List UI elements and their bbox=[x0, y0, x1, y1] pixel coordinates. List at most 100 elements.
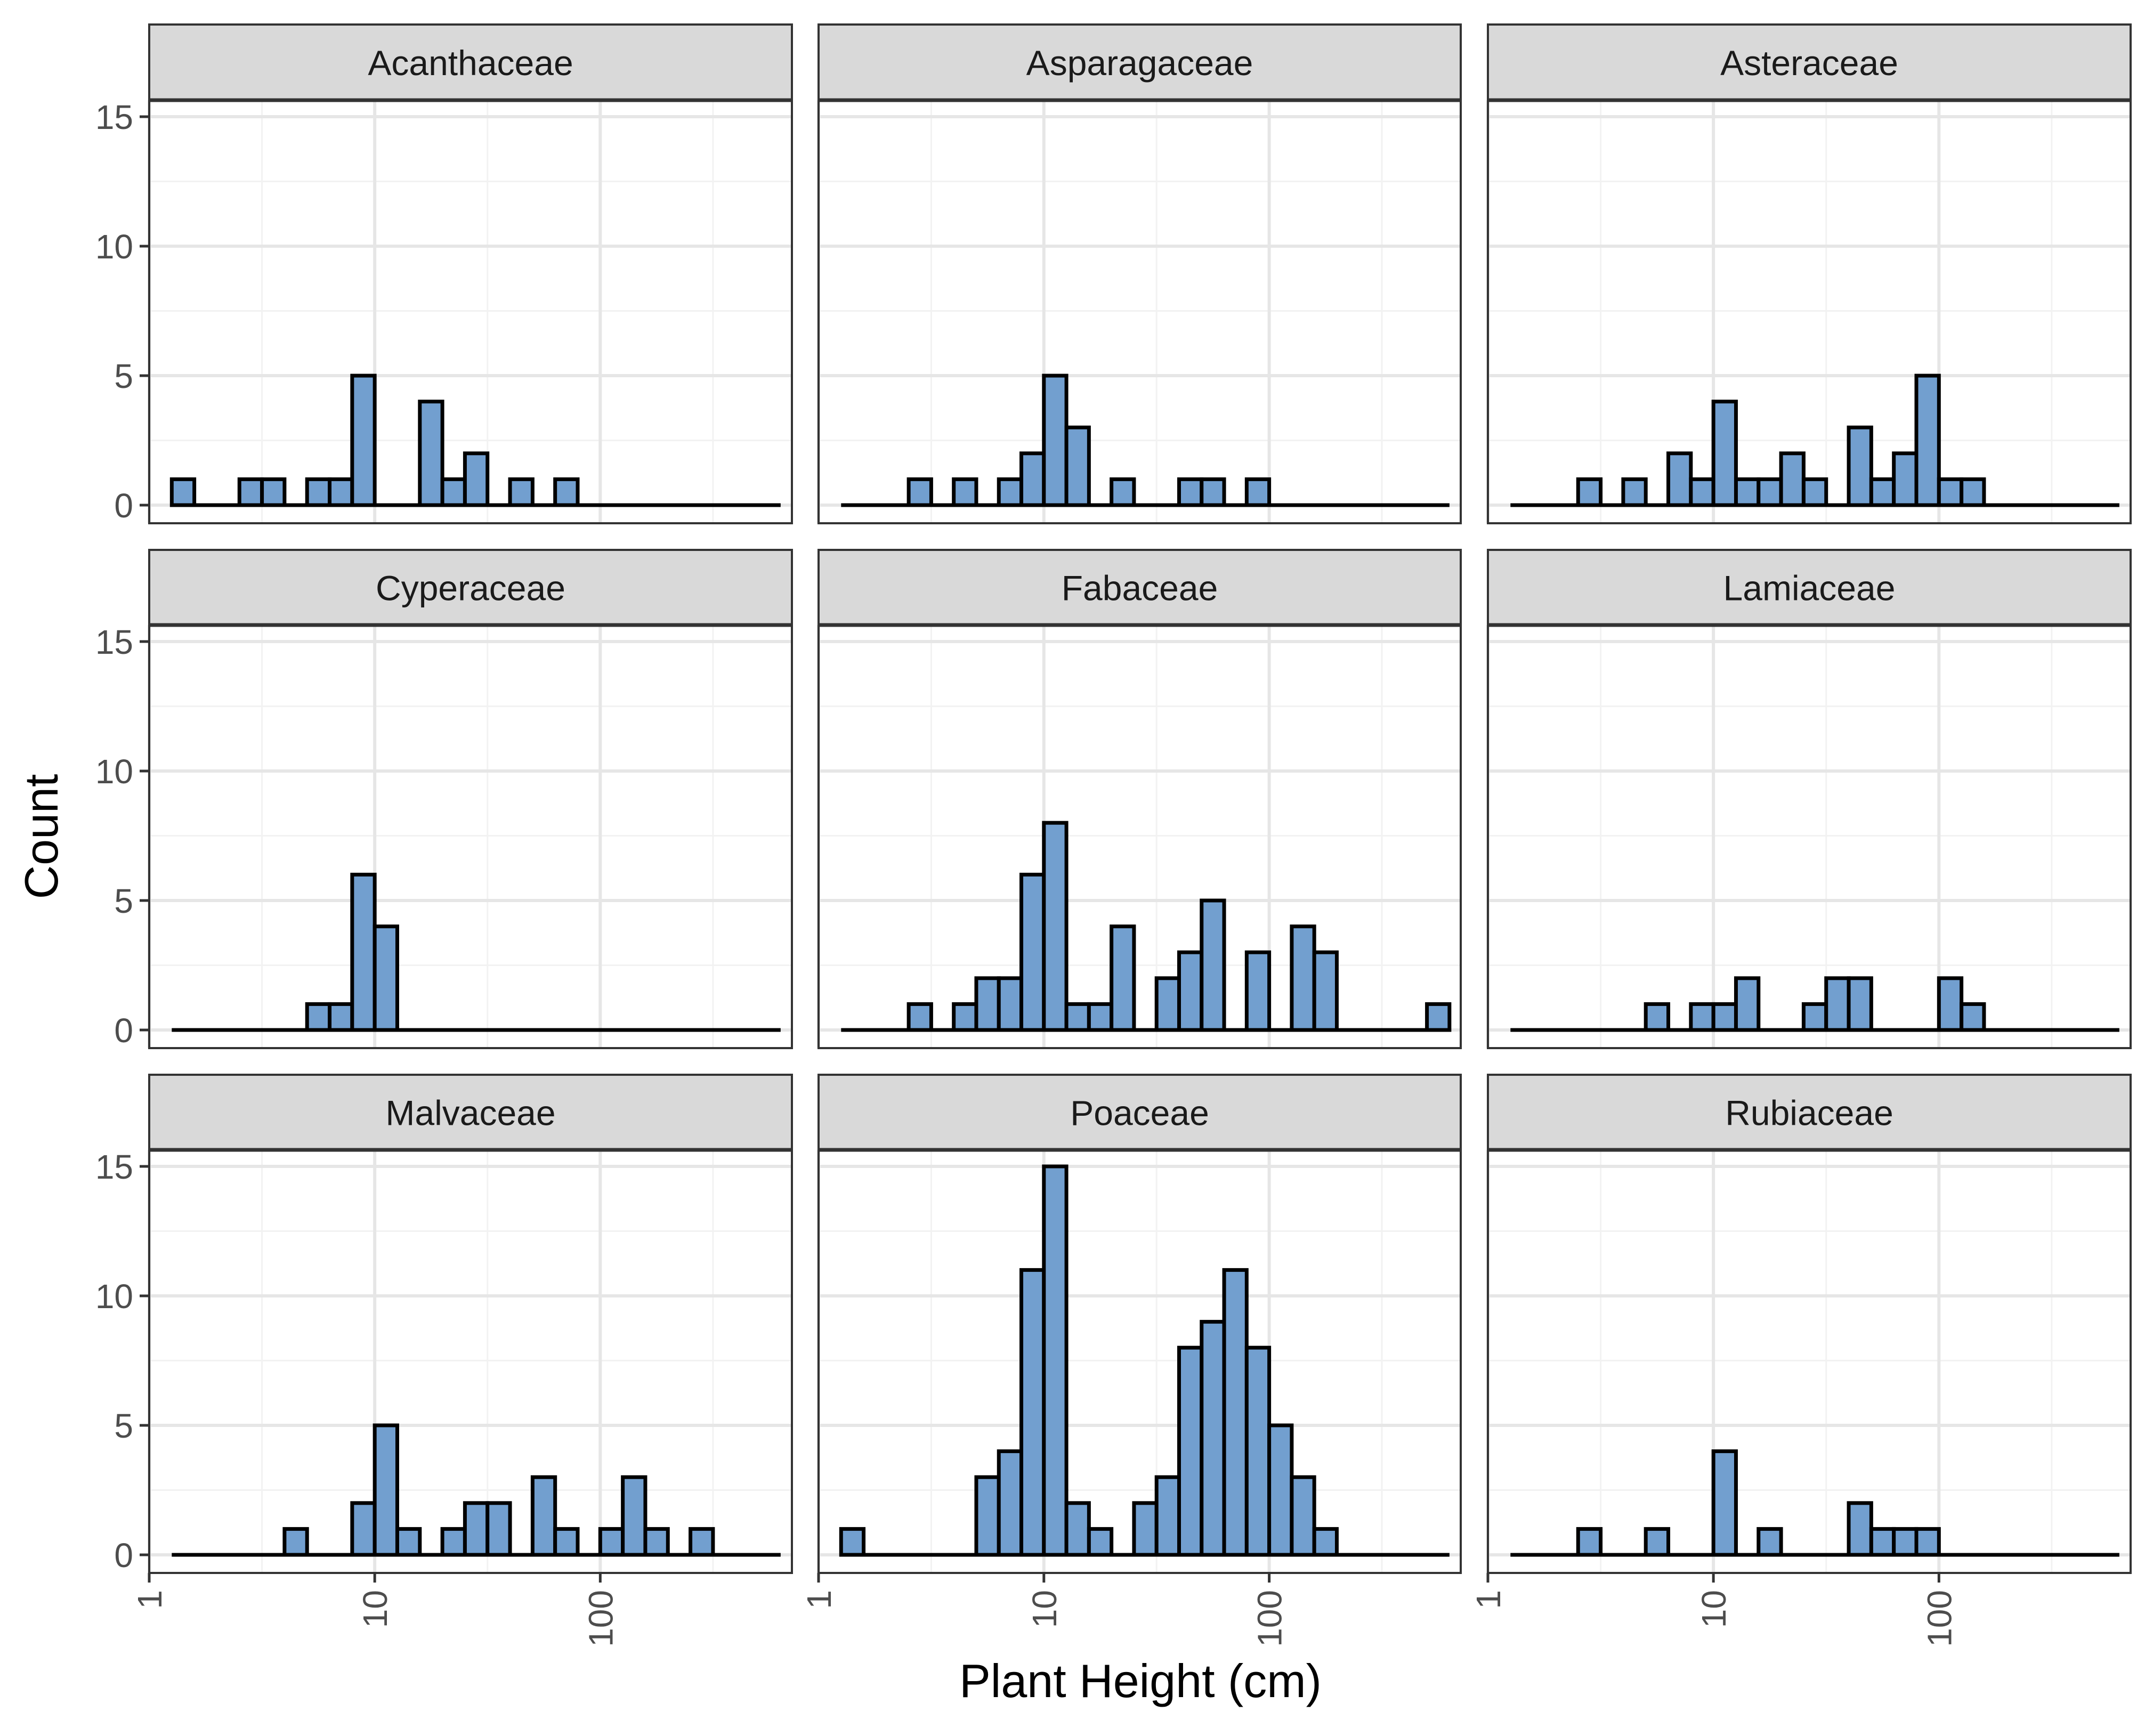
histogram-bar bbox=[1110, 924, 1136, 1032]
histogram-bar bbox=[974, 1475, 1001, 1557]
histogram-bar bbox=[1200, 1320, 1226, 1557]
histogram-bar bbox=[621, 1475, 647, 1557]
y-tick-label: 10 bbox=[95, 228, 133, 266]
histogram-bar bbox=[997, 976, 1024, 1032]
x-tick-label: 100 bbox=[1920, 1590, 1958, 1647]
x-axis-title: Plant Height (cm) bbox=[959, 1654, 1322, 1707]
histogram-bar bbox=[305, 1002, 332, 1032]
histogram-bar bbox=[598, 1527, 625, 1557]
histogram-bar bbox=[1425, 1002, 1452, 1032]
facet-panel: Lamiaceae bbox=[1486, 549, 2132, 1049]
histogram-bar bbox=[1042, 374, 1069, 507]
y-tick-label: 5 bbox=[114, 882, 133, 920]
histogram-bar bbox=[1621, 477, 1648, 507]
histogram-bar bbox=[395, 1527, 422, 1557]
histogram-bar bbox=[1644, 1002, 1671, 1032]
histogram-bar bbox=[1312, 950, 1339, 1032]
facet-strip-label: Cyperaceae bbox=[376, 569, 565, 608]
histogram-bar bbox=[1244, 1345, 1272, 1557]
histogram-bar bbox=[1064, 425, 1091, 507]
y-tick-label: 0 bbox=[114, 486, 133, 525]
histogram-bar bbox=[463, 1501, 490, 1557]
histogram-bar bbox=[1042, 1164, 1069, 1557]
y-tick-label: 5 bbox=[114, 1407, 133, 1445]
histogram-bar bbox=[1757, 477, 1783, 507]
histogram-bar bbox=[418, 400, 444, 507]
histogram-bar bbox=[1132, 1501, 1159, 1557]
histogram-bar bbox=[440, 477, 467, 507]
histogram-bar bbox=[508, 477, 535, 507]
histogram-bar bbox=[1290, 1475, 1316, 1557]
y-tick-label: 10 bbox=[95, 1277, 133, 1316]
histogram-bar bbox=[1576, 1527, 1603, 1557]
facet-panel: Malvaceae 0 5 10 15 1 10 100 bbox=[95, 1074, 793, 1647]
histogram-bar bbox=[260, 477, 287, 507]
y-tick-label: 5 bbox=[114, 357, 133, 395]
histogram-bar bbox=[1711, 1449, 1738, 1557]
histogram-bar bbox=[1960, 1002, 1986, 1032]
histogram-bar bbox=[1087, 1527, 1114, 1557]
histogram-bar bbox=[350, 872, 377, 1032]
histogram-bar bbox=[350, 1501, 377, 1557]
histogram-bar bbox=[1892, 451, 1919, 507]
x-tick-label: 1 bbox=[1469, 1590, 1508, 1609]
histogram-bar bbox=[1869, 477, 1896, 507]
histogram-bar bbox=[643, 1527, 670, 1557]
histogram-bar bbox=[1244, 950, 1272, 1032]
histogram-bar bbox=[328, 1002, 354, 1032]
facet-strip bbox=[817, 549, 1462, 626]
histogram-bar bbox=[373, 924, 399, 1032]
facet-strip-label: Poaceae bbox=[1070, 1093, 1209, 1133]
x-tick-label: 10 bbox=[1695, 1590, 1733, 1628]
histogram-bar bbox=[1267, 1423, 1294, 1557]
histogram-bar bbox=[906, 1002, 933, 1032]
facet-strip-label: Fabaceae bbox=[1062, 569, 1218, 608]
facet-strip bbox=[817, 1074, 1462, 1151]
histogram-bar bbox=[1801, 477, 1828, 507]
histogram-bar bbox=[1847, 1501, 1873, 1557]
histogram-bar bbox=[463, 451, 490, 507]
histogram-bar bbox=[1019, 1268, 1046, 1557]
facet-panel: Acanthaceae 0 5 10 15 bbox=[95, 23, 793, 525]
facet-strip bbox=[1487, 1074, 2132, 1151]
histogram-bar bbox=[1087, 1002, 1114, 1032]
facet-strip-label: Lamiaceae bbox=[1723, 569, 1896, 608]
histogram-bar bbox=[1824, 976, 1851, 1032]
histogram-bar bbox=[997, 1449, 1024, 1557]
histogram-bar bbox=[1847, 976, 1873, 1032]
y-axis-title: Count bbox=[15, 774, 68, 899]
histogram-bar bbox=[237, 477, 264, 507]
histogram-bar bbox=[1154, 1475, 1181, 1557]
histogram-bar bbox=[1689, 1002, 1715, 1032]
y-tick-label: 15 bbox=[95, 98, 133, 136]
y-tick-label: 0 bbox=[114, 1011, 133, 1050]
histogram-bar bbox=[839, 1527, 866, 1557]
histogram-bar bbox=[305, 477, 332, 507]
facet-panel: Cyperaceae 0 5 10 15 bbox=[95, 549, 793, 1050]
facet-strip bbox=[817, 23, 1462, 101]
histogram-bar bbox=[1177, 1345, 1204, 1557]
histogram-bar bbox=[952, 1002, 978, 1032]
histogram-bar bbox=[1177, 950, 1204, 1032]
histogram-bar bbox=[1644, 1527, 1671, 1557]
histogram-bar bbox=[1801, 1002, 1828, 1032]
histogram-bar bbox=[1869, 1527, 1896, 1557]
histogram-bar bbox=[485, 1501, 512, 1557]
histogram-bar bbox=[350, 374, 377, 507]
histogram-bar bbox=[974, 976, 1001, 1032]
facet-panel: Fabaceae bbox=[817, 549, 1462, 1049]
facet-panel: Rubiaceae 1 10 100 bbox=[1469, 1074, 2132, 1647]
facet-panel: Asparagaceae bbox=[817, 23, 1462, 524]
facet-panel: Poaceae 1 10 100 bbox=[800, 1074, 1462, 1647]
histogram-bar bbox=[1734, 477, 1761, 507]
histogram-bar bbox=[1019, 451, 1046, 507]
histogram-bar bbox=[169, 477, 197, 507]
histogram-bar bbox=[1154, 976, 1181, 1032]
histogram-bar bbox=[1064, 1002, 1091, 1032]
x-tick-label: 10 bbox=[1025, 1590, 1064, 1628]
facet-panel: Asteraceae bbox=[1486, 23, 2132, 524]
histogram-bar bbox=[1937, 477, 1964, 507]
histogram-bar bbox=[1244, 477, 1272, 507]
histogram-bar bbox=[530, 1475, 557, 1557]
